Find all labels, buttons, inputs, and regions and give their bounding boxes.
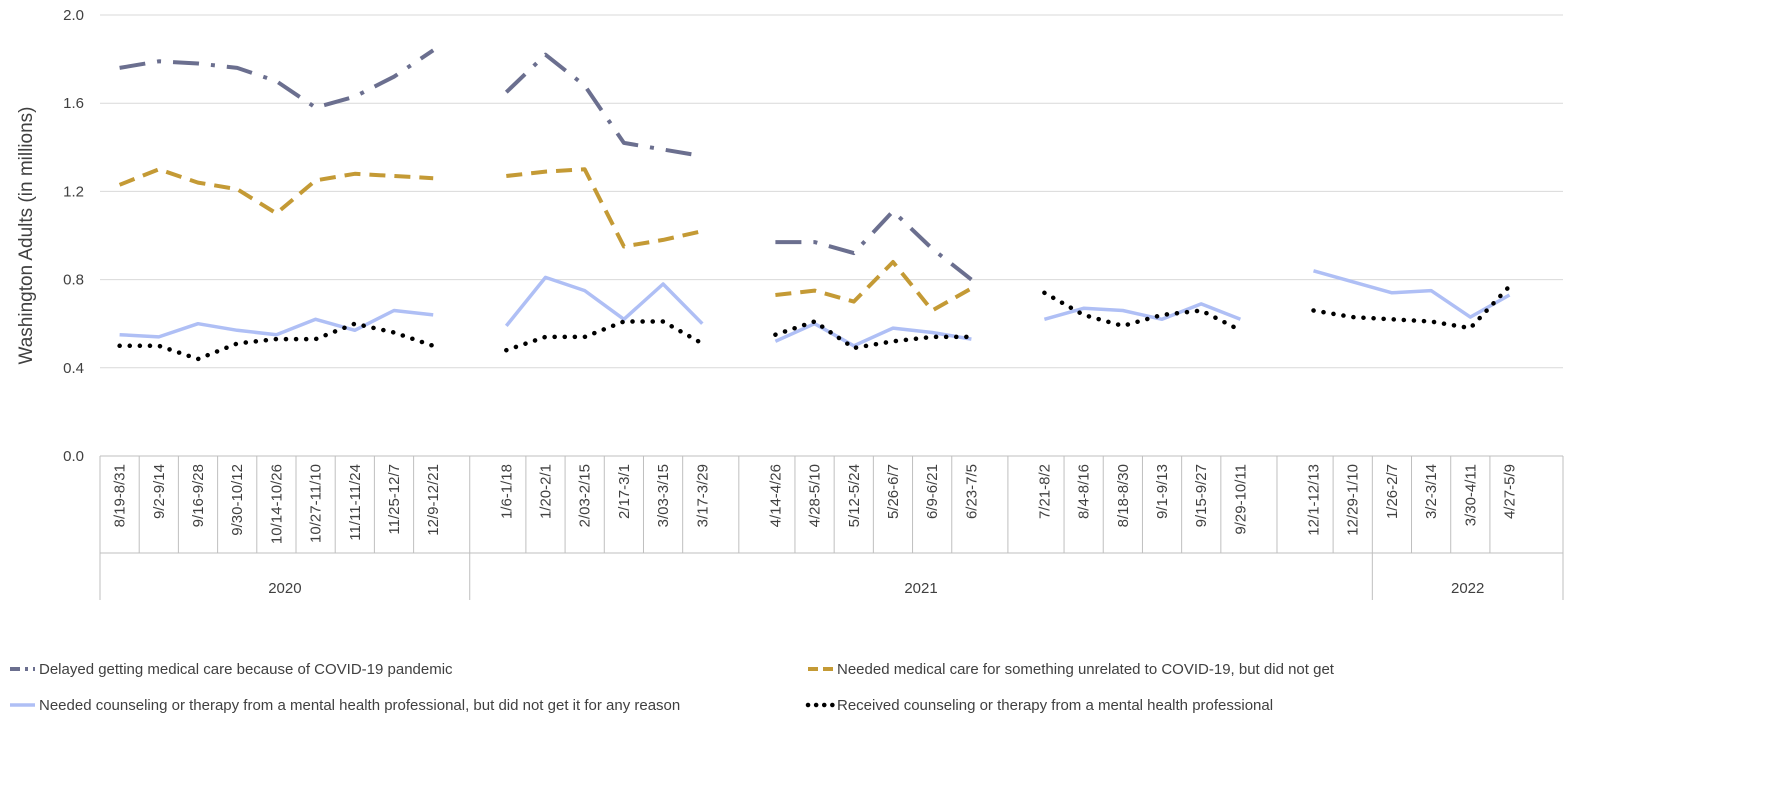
x-tick-label: 4/28-5/10: [807, 464, 824, 527]
y-axis-ticks: 0.0 0.4 0.8 1.2 1.6 2.0: [63, 7, 84, 465]
series-line-2: [775, 260, 973, 313]
x-tick-label: 9/30-10/12: [229, 464, 246, 536]
x-tick-label: 1/26-2/7: [1384, 464, 1401, 519]
x-tick-label: 9/29-10/11: [1232, 464, 1249, 535]
x-tick-label: 8/4-8/16: [1076, 464, 1093, 519]
x-tick-label: 9/15-9/27: [1193, 464, 1210, 527]
series-line-3: [774, 321, 972, 348]
x-tick-label: 7/21-8/2: [1036, 464, 1053, 519]
series-line-2: [506, 167, 703, 249]
x-tick-label: 12/1-12/13: [1306, 464, 1323, 536]
series-line-4: [1042, 290, 1243, 333]
x-tick-label: 12/9-12/21: [425, 464, 442, 536]
y-tick-label: 0.8: [63, 272, 84, 289]
year-label: 2020: [268, 580, 301, 597]
series-line-3: [119, 308, 434, 339]
x-tick-label: 5/12-5/24: [846, 464, 863, 527]
x-tick-label: 3/30-4/11: [1462, 464, 1479, 526]
x-tick-label: 3/03-3/15: [655, 464, 672, 527]
x-tick-label: 11/25-12/7: [386, 464, 403, 535]
y-tick-label: 0.4: [63, 360, 84, 377]
legend-label-3: Needed counseling or therapy from a ment…: [39, 697, 680, 714]
x-tick-label: 3/17-3/29: [694, 464, 711, 527]
x-tick-label: 9/1-9/13: [1154, 464, 1171, 519]
series-line-1: [775, 209, 973, 282]
legend-label-2: Needed medical care for something unrela…: [837, 661, 1335, 678]
y-tick-label: 1.2: [63, 183, 84, 200]
legend-label-1: Delayed getting medical care because of …: [39, 661, 453, 678]
x-tick-label: 4/14-4/26: [767, 464, 784, 527]
series-line-4: [504, 319, 705, 353]
year-label: 2021: [904, 580, 937, 597]
legend-label-4: Received counseling or therapy from a me…: [837, 697, 1273, 714]
year-label: 2022: [1451, 580, 1484, 597]
x-tick-label: 6/23-7/5: [963, 464, 980, 519]
x-tick-label: 10/14-10/26: [268, 464, 285, 544]
series-line-3: [1043, 302, 1242, 322]
x-tick-label: 2/17-3/1: [616, 464, 633, 519]
x-tick-label: 5/26-6/7: [885, 464, 902, 519]
x-tick-label: 12/29-1/10: [1345, 464, 1362, 536]
series-line-1: [119, 48, 435, 110]
x-tick-label: 11/11-11/24: [347, 464, 364, 541]
legend: Delayed getting medical care because of …: [10, 661, 1335, 714]
series-line-1: [504, 52, 703, 159]
y-tick-label: 2.0: [63, 7, 84, 24]
x-tick-label: 2/03-2/15: [577, 464, 594, 527]
gridlines: [100, 14, 1563, 457]
x-tick-label: 9/16-9/28: [190, 464, 207, 527]
x-tick-label: 6/9-6/21: [924, 464, 941, 519]
series-line-3: [1313, 269, 1511, 319]
y-tick-label: 0.0: [63, 448, 84, 465]
series-line-2: [118, 167, 434, 216]
series-lines: [117, 48, 1512, 362]
x-tick-label: 9/2-9/14: [151, 464, 168, 519]
x-tick-label: 1/20-2/1: [538, 464, 555, 519]
x-tick-label: 1/6-1/18: [498, 464, 515, 519]
series-line-3: [504, 275, 704, 328]
y-tick-label: 1.6: [63, 95, 84, 112]
x-tick-label: 8/19-8/31: [112, 464, 129, 527]
x-tick-label: 10/27-11/10: [308, 464, 325, 543]
series-line-4: [117, 321, 436, 362]
x-tick-label: 4/27-5/9: [1502, 464, 1519, 519]
x-tick-label: 8/18-8/30: [1115, 464, 1132, 527]
y-axis-label: Washington Adults (in millions): [16, 106, 37, 364]
x-axis: 8/19-8/31 9/2-9/14 9/16-9/28 9/30-10/12 10/1…: [99, 455, 1564, 600]
x-tick-label: 3/2-3/14: [1423, 464, 1440, 519]
